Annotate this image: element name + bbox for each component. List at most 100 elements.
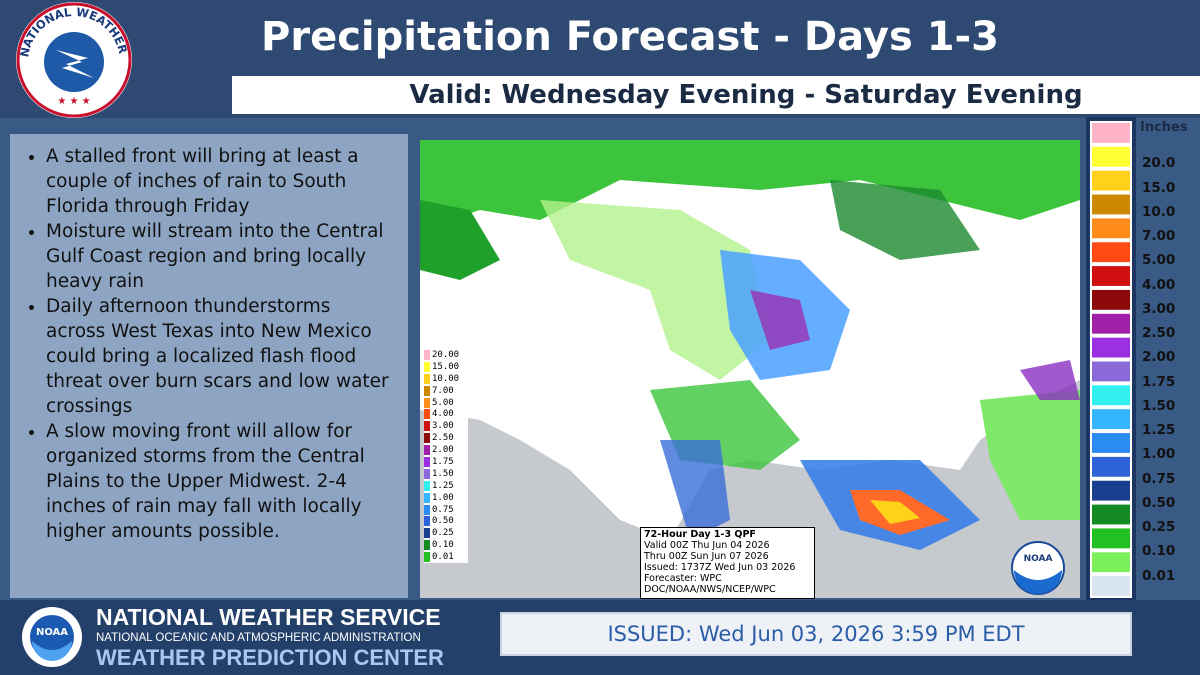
map-scale-row: 15.00 bbox=[424, 360, 468, 373]
legend bbox=[1086, 117, 1136, 602]
legend-label: 0.75 bbox=[1142, 470, 1176, 487]
footer-agency: NATIONAL WEATHER SERVICE bbox=[96, 604, 441, 630]
map-scale-swatch bbox=[424, 373, 430, 384]
legend-swatch bbox=[1092, 337, 1130, 358]
legend-svg bbox=[1092, 123, 1130, 596]
map-scale-label: 0.50 bbox=[432, 516, 454, 527]
bullet: A stalled front will bring at least a co… bbox=[46, 144, 394, 219]
legend-title: Inches bbox=[1140, 120, 1188, 135]
legend-swatch bbox=[1092, 146, 1130, 167]
legend-label: 1.00 bbox=[1142, 446, 1176, 463]
map-scale-label: 2.50 bbox=[432, 433, 454, 444]
map-scale-row: 5.00 bbox=[424, 396, 468, 409]
legend-swatch bbox=[1092, 218, 1130, 239]
bullet: Moisture will stream into the Central Gu… bbox=[46, 219, 394, 294]
map-scale-row: 1.75 bbox=[424, 456, 468, 468]
map-scale-label: 1.00 bbox=[432, 492, 454, 503]
footer-center: WEATHER PREDICTION CENTER bbox=[96, 645, 444, 670]
legend-label: 2.50 bbox=[1142, 325, 1176, 341]
legend-swatch bbox=[1092, 552, 1130, 573]
map-scale-row: 20.00 bbox=[424, 349, 468, 361]
map-scale-label: 7.00 bbox=[432, 385, 454, 396]
legend-label: 5.00 bbox=[1142, 252, 1176, 269]
map-scale-label: 15.00 bbox=[432, 361, 460, 372]
legend-swatch bbox=[1092, 361, 1130, 382]
map-scale-row: 7.00 bbox=[424, 384, 468, 397]
map-scale-label: 4.00 bbox=[432, 409, 454, 420]
legend-label: 0.50 bbox=[1142, 494, 1176, 511]
map bbox=[420, 140, 1080, 598]
legend-swatch bbox=[1092, 504, 1130, 525]
map-scale-row: 1.50 bbox=[424, 467, 468, 480]
map-scale-row: 4.00 bbox=[424, 408, 468, 421]
legend-swatch bbox=[1092, 242, 1130, 263]
svg-text:★ ★ ★: ★ ★ ★ bbox=[57, 96, 90, 107]
map-scale-label: 0.75 bbox=[432, 504, 454, 515]
footer-noaa-logo: NOAA bbox=[22, 607, 82, 667]
map-info-line: 72-Hour Day 1-3 QPF bbox=[644, 529, 756, 540]
map-info-line: Issued: 1737Z Wed Jun 03 2026 bbox=[644, 562, 796, 573]
legend-label: 2.00 bbox=[1142, 349, 1176, 366]
subtitle: Valid: Wednesday Evening - Saturday Even… bbox=[232, 76, 1200, 114]
map-info-line: Valid 00Z Thu Jun 04 2026 bbox=[644, 540, 770, 551]
legend-swatch bbox=[1092, 433, 1130, 453]
map-scale-row: 1.00 bbox=[424, 491, 468, 504]
map-scale-row: 1.25 bbox=[424, 479, 468, 492]
map-scale-swatch bbox=[424, 504, 430, 515]
map-info-line: Thru 00Z Sun Jun 07 2026 bbox=[644, 551, 769, 562]
map-scale-label: 3.00 bbox=[432, 421, 454, 432]
map-scale-row: 0.25 bbox=[424, 527, 468, 540]
legend-swatch bbox=[1092, 480, 1130, 501]
bullet-panel: A stalled front will bring at least a co… bbox=[10, 134, 408, 598]
legend-swatch bbox=[1092, 456, 1130, 477]
footer-parent: NATIONAL OCEANIC AND ATMOSPHERIC ADMINIS… bbox=[96, 632, 421, 644]
map-scale-swatch bbox=[424, 492, 430, 503]
nws-logo: NATIONAL WEATHER SERVICE ★ ★ ★ bbox=[8, 0, 132, 118]
issued-box: ISSUED: Wed Jun 03, 2026 3:59 PM EDT bbox=[500, 612, 1132, 656]
map-scale-swatch bbox=[424, 456, 430, 467]
bullet: A slow moving front will allow for organ… bbox=[46, 419, 394, 544]
map-scale-row: 0.50 bbox=[424, 515, 468, 528]
map-scale-row: 2.50 bbox=[424, 432, 468, 445]
legend-label: 1.50 bbox=[1142, 397, 1176, 414]
legend-swatch bbox=[1092, 409, 1130, 430]
map-info-line: DOC/NOAA/NWS/NCEP/WPC bbox=[644, 584, 776, 595]
map-scale-row: 3.00 bbox=[424, 420, 468, 433]
map-scale-label: 0.10 bbox=[432, 540, 454, 551]
map-scale-swatch bbox=[424, 480, 430, 491]
map-scale: 20.00 15.00 10.00 7.00 5.00 4.00 3.00 2.50 2.00 1… bbox=[424, 349, 468, 564]
map-scale-swatch bbox=[424, 349, 430, 360]
legend-swatch bbox=[1092, 194, 1130, 215]
map-scale-swatch bbox=[424, 528, 430, 539]
map-scale-label: 1.50 bbox=[432, 468, 454, 479]
map-scale-row: 0.10 bbox=[424, 539, 468, 552]
legend-swatch bbox=[1092, 289, 1130, 310]
legend-swatch bbox=[1092, 123, 1130, 143]
title: Precipitation Forecast - Days 1-3 bbox=[261, 14, 999, 60]
map-noaa-logo: NOAA bbox=[1011, 541, 1065, 595]
footer-noaa-text: NOAA bbox=[36, 627, 68, 638]
map-scale-label: 1.75 bbox=[432, 456, 454, 467]
map-scale-label: 1.25 bbox=[432, 480, 454, 491]
legend-label: 15.0 bbox=[1142, 179, 1176, 196]
map-scale-swatch bbox=[424, 540, 430, 551]
legend-swatch bbox=[1092, 385, 1130, 406]
map-scale-swatch bbox=[424, 445, 430, 456]
map-scale-swatch bbox=[424, 516, 430, 527]
legend-label: 1.25 bbox=[1142, 422, 1176, 438]
legend-label: 4.00 bbox=[1142, 276, 1176, 293]
legend-swatch bbox=[1092, 170, 1130, 191]
map-scale-label: 10.00 bbox=[432, 373, 460, 384]
map-scale-swatch bbox=[424, 433, 430, 444]
legend-label: 0.10 bbox=[1142, 543, 1176, 560]
map-scale-label: 20.00 bbox=[432, 349, 460, 360]
legend-label: 1.75 bbox=[1142, 373, 1176, 390]
map-info-line: Forecaster: WPC bbox=[644, 573, 722, 584]
map-scale-row: 2.00 bbox=[424, 444, 468, 457]
map-scale-label: 0.01 bbox=[432, 552, 454, 563]
bullet: Daily afternoon thunderstorms across Wes… bbox=[46, 294, 394, 419]
legend-swatch bbox=[1092, 528, 1130, 549]
map-scale-swatch bbox=[424, 552, 430, 563]
map-scale-swatch bbox=[424, 421, 430, 432]
